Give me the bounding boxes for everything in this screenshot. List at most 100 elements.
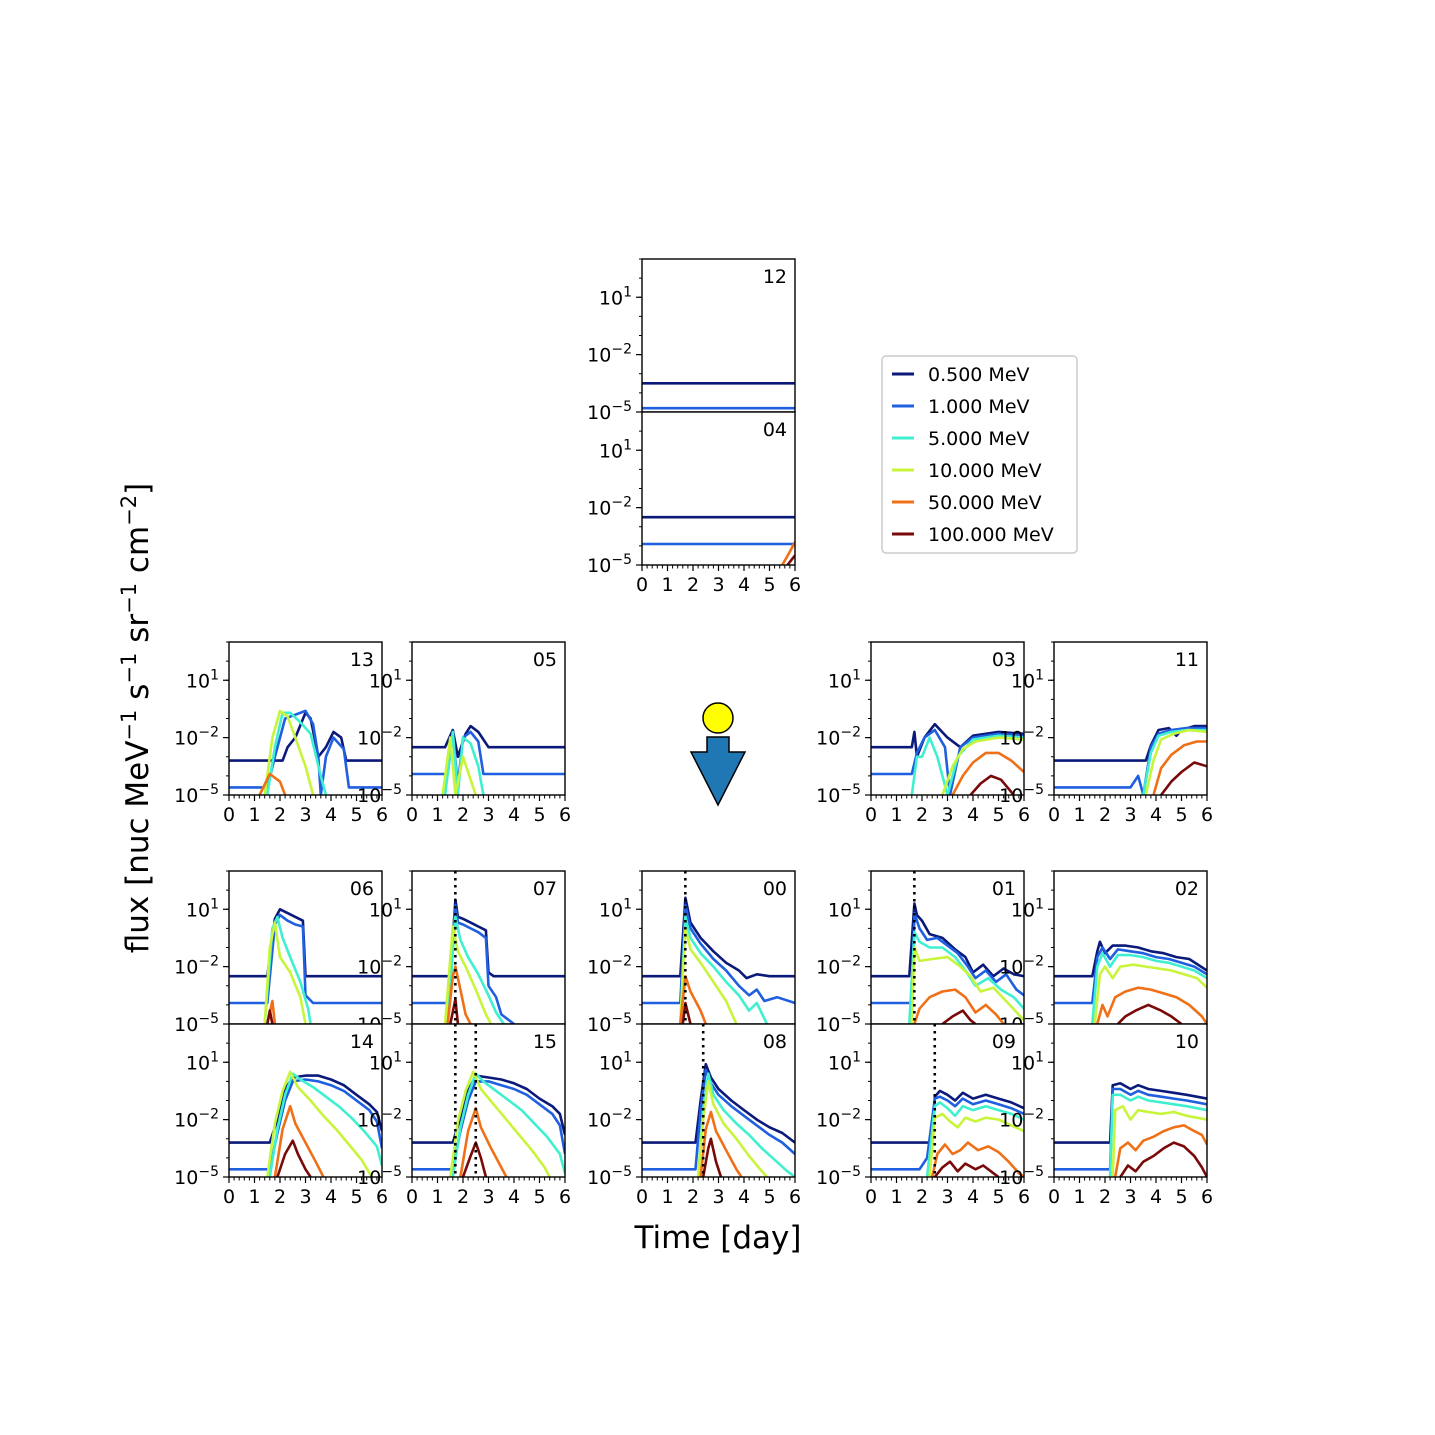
y-tick-label: 101 [599,284,632,309]
x-tick-label: 0 [636,1186,648,1208]
series-group [1054,724,1207,795]
y-tick-label: 101 [1011,667,1044,692]
series-line-1-000-MeV [871,1095,1024,1171]
series-group [871,902,1024,1024]
y-tick-label: 101 [369,896,402,921]
x-tick-label: 3 [299,1186,311,1208]
x-tick-label: 1 [1073,1186,1085,1208]
x-tick-label: 0 [223,1186,235,1208]
x-tick-label: 1 [431,1186,443,1208]
x-tick-label: 6 [376,804,388,826]
series-line-10-000-MeV [1111,1104,1207,1177]
series-line-5-000-MeV [1108,1093,1207,1177]
series-line-100-000-MeV [941,1009,977,1024]
x-tick-label: 3 [712,1186,724,1208]
x-tick-label: 3 [299,804,311,826]
plot-area [412,1024,565,1177]
panel-id-label: 02 [1175,878,1199,900]
panel-00: 00 101 10−2 10−5 [587,870,796,1036]
series-line-5-000-MeV [266,711,328,795]
y-tick-label: 101 [599,437,632,462]
legend-label: 100.000 MeV [928,524,1054,546]
x-tick-label: 4 [325,1186,337,1208]
plot-area [642,259,795,412]
y-tick-label: 101 [828,1049,861,1074]
x-tick-label: 4 [325,804,337,826]
y-tick-label: 10−2 [816,725,861,750]
series-line-100-000-MeV [1160,761,1207,795]
panel-id-label: 07 [533,878,557,900]
series-line-100-000-MeV [681,1001,692,1024]
x-tick-label: 4 [738,574,750,596]
panel-id-label: 00 [763,878,787,900]
x-tick-label: 0 [865,804,877,826]
panel-08: 08 101 10−2 10−50 1 2 3 4 5 6 [587,1023,801,1208]
x-tick-label: 5 [350,804,362,826]
x-tick-label: 1 [248,804,260,826]
y-tick-label: 101 [186,1049,219,1074]
x-tick-label: 6 [1018,1186,1030,1208]
series-line-1-000-MeV [642,1068,795,1171]
series-group [642,1062,795,1177]
y-tick-label: 10−2 [587,495,632,520]
x-tick-label: 4 [508,804,520,826]
x-tick-label: 5 [992,1186,1004,1208]
x-axis-title: Time [day] [634,1220,802,1256]
x-tick-label: 1 [661,574,673,596]
x-tick-label: 2 [274,804,286,826]
series-line-0-500-MeV [229,1074,382,1144]
x-tick-label: 2 [916,1186,928,1208]
x-tick-label: 6 [789,1186,801,1208]
panel-13: 13 101 10−2 10−50 1 2 3 4 5 6 [174,641,388,826]
series-line-1-000-MeV [1054,946,1207,1005]
x-tick-label: 6 [1201,1186,1213,1208]
panel-12: 12 101 10−2 10−5 [587,258,796,424]
series-line-50-000-MeV [273,1104,325,1177]
y-tick-label: 10−2 [999,954,1044,979]
panel-01: 01 101 10−2 10−5 [816,870,1025,1036]
series-group [229,908,382,1024]
legend-label: 10.000 MeV [928,460,1042,482]
series-line-50-000-MeV [1152,740,1207,795]
series-line-10-000-MeV [1093,963,1207,1024]
x-tick-label: 5 [1175,1186,1187,1208]
y-tick-label: 10−5 [174,782,219,807]
series-line-100-000-MeV [701,1137,723,1177]
series-line-100-000-MeV [933,1160,1000,1177]
y-tick-label: 10−2 [999,1107,1044,1132]
x-tick-label: 3 [941,1186,953,1208]
x-tick-label: 1 [431,804,443,826]
x-tick-label: 5 [992,804,1004,826]
plot-area [871,871,1024,1024]
y-tick-label: 10−5 [999,782,1044,807]
x-tick-label: 4 [1150,1186,1162,1208]
y-tick-label: 101 [828,896,861,921]
y-tick-label: 10−2 [357,954,402,979]
x-tick-label: 1 [248,1186,260,1208]
x-tick-label: 0 [1048,804,1060,826]
series-line-100-000-MeV [1116,1003,1183,1024]
x-tick-label: 5 [350,1186,362,1208]
series-line-100-000-MeV [1119,1141,1207,1177]
series-line-1-000-MeV [642,904,795,1005]
x-tick-label: 2 [687,574,699,596]
panel-14: 14 101 10−2 10−50 1 2 3 4 5 6 [174,1023,388,1208]
y-tick-label: 101 [369,1049,402,1074]
panel-09: 09 101 10−2 10−50 1 2 3 4 5 6 [816,1023,1030,1208]
series-line-0-500-MeV [412,724,565,759]
y-tick-label: 101 [186,667,219,692]
panel-id-label: 09 [992,1031,1016,1053]
x-tick-label: 4 [1150,804,1162,826]
y-tick-label: 10−2 [587,1107,632,1132]
y-tick-label: 101 [599,896,632,921]
legend: 0.500 MeV 1.000 MeV 5.000 MeV 10.000 MeV 50.… [881,355,1078,554]
x-tick-label: 5 [533,804,545,826]
y-tick-label: 10−2 [587,954,632,979]
x-tick-label: 0 [406,804,418,826]
series-line-100-000-MeV [266,1009,274,1024]
series-line-10-000-MeV [941,736,1024,795]
panel-id-label: 11 [1175,649,1199,671]
